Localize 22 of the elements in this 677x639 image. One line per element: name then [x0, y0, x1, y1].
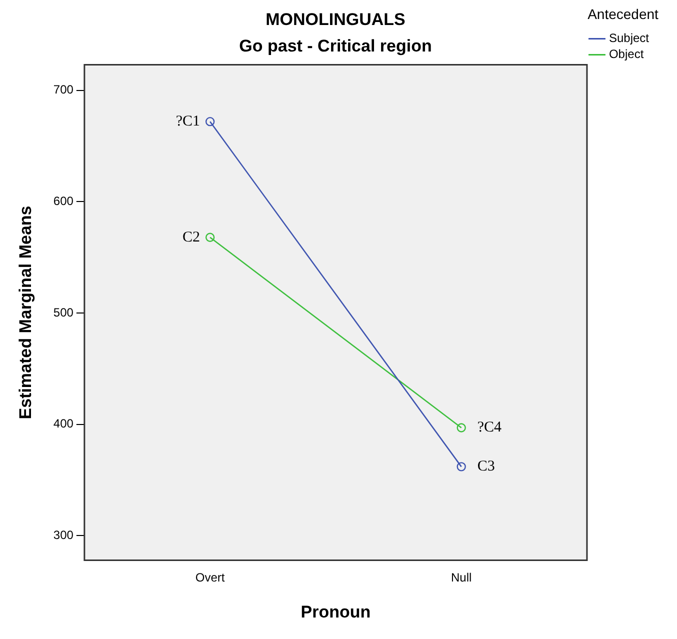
point — [205, 232, 215, 242]
x-tick-label: Null — [451, 570, 472, 585]
annotation: C2 — [182, 229, 200, 246]
legend-label: Object — [608, 47, 644, 62]
y-tick-label: 400 — [53, 416, 74, 431]
y-tick-label: 500 — [53, 305, 74, 320]
chart-title: MONOLINGUALS — [266, 10, 406, 29]
annotation: ?C1 — [176, 114, 200, 130]
point — [205, 116, 215, 126]
y-axis-title: Estimated Marginal Means — [16, 206, 35, 420]
point — [456, 423, 466, 432]
y-tick-label: 700 — [53, 82, 74, 97]
x-axis-title: Pronoun — [300, 602, 371, 622]
legend-label: Subject — [608, 31, 650, 46]
y-tick-label: 600 — [53, 194, 74, 208]
annotation: ?C4 — [477, 420, 502, 436]
chart-subtitle: Go past - Critical region — [239, 36, 432, 56]
point — [456, 462, 466, 472]
legend-title: Antecedent — [588, 6, 659, 22]
y-tick-label: 300 — [53, 528, 74, 542]
annotation: C3 — [477, 458, 495, 475]
x-tick-label: Overt — [195, 570, 226, 585]
